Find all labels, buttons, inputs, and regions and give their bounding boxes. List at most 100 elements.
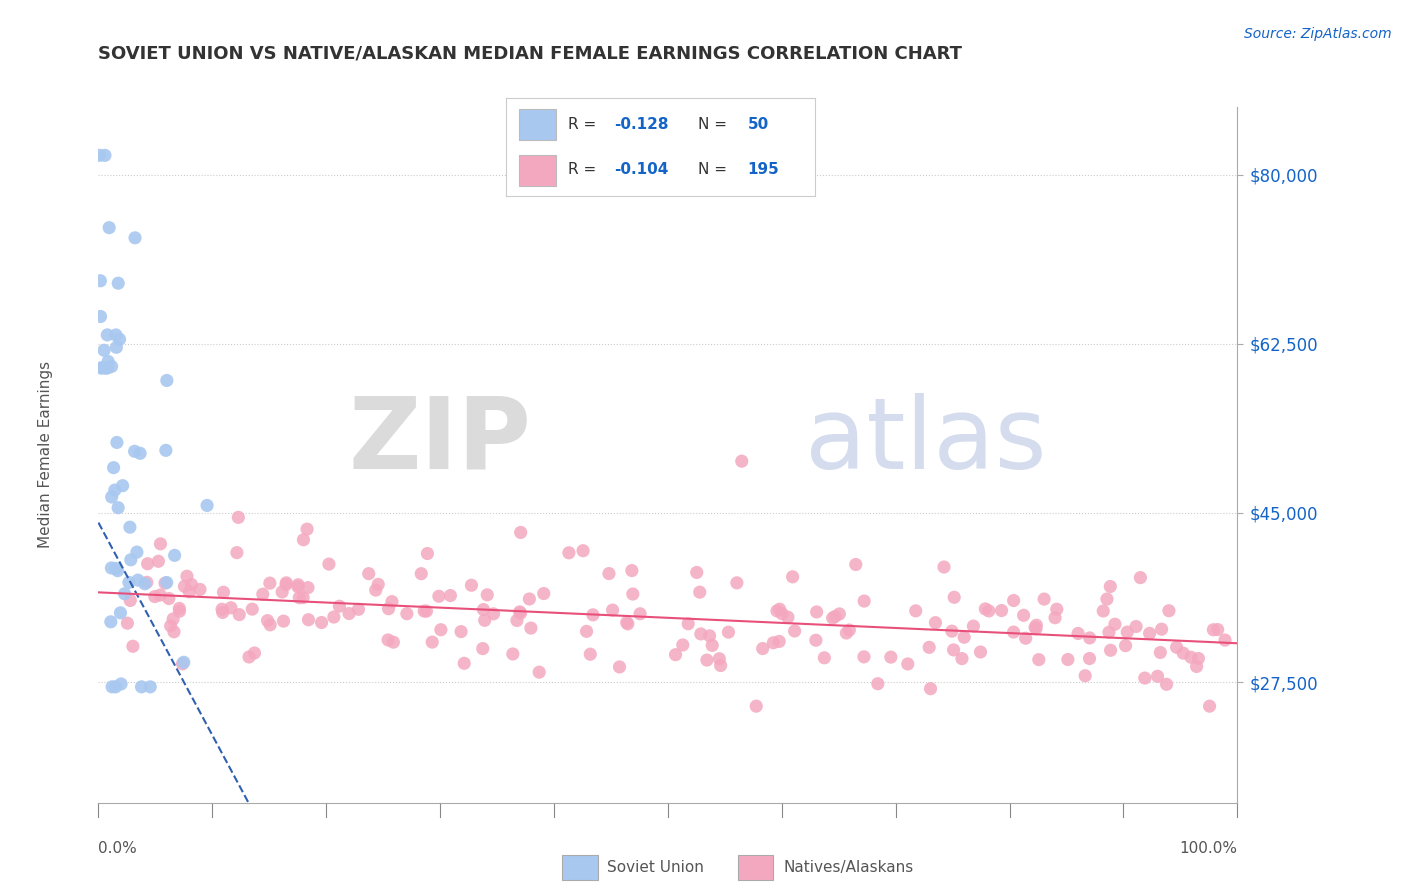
Point (110, 677, 132, 691)
Point (125, 545, 148, 559)
Point (101, 680, 124, 694)
Point (689, 585, 711, 599)
Text: N =: N = (697, 117, 731, 132)
Point (1104, 617, 1126, 632)
Point (122, 640, 145, 654)
Point (163, 624, 186, 639)
Point (598, 566, 620, 581)
Point (238, 650, 260, 665)
Point (219, 600, 242, 615)
Point (131, 680, 153, 694)
Point (225, 546, 247, 560)
Point (1012, 608, 1035, 623)
Point (347, 602, 370, 616)
Text: 195: 195 (748, 162, 779, 178)
Point (1025, 618, 1047, 632)
Point (904, 604, 927, 618)
Point (769, 602, 792, 616)
Point (427, 589, 450, 603)
Point (920, 681, 942, 696)
Point (717, 625, 740, 640)
Point (974, 602, 997, 616)
Point (1115, 639, 1137, 653)
Point (114, 587, 136, 601)
Point (620, 564, 643, 578)
Text: Median Female Earnings: Median Female Earnings (38, 361, 53, 549)
Point (188, 582, 211, 597)
Point (103, 460, 125, 475)
Point (621, 587, 644, 601)
Point (482, 607, 505, 621)
Point (256, 614, 278, 628)
Point (259, 617, 281, 632)
Point (509, 605, 531, 619)
Point (169, 604, 191, 618)
Point (1149, 645, 1171, 659)
Point (1002, 593, 1025, 607)
Point (94, 360, 117, 375)
Point (709, 652, 731, 666)
Point (696, 653, 718, 667)
Point (942, 643, 965, 657)
Point (762, 636, 785, 650)
Text: 50: 50 (748, 117, 769, 132)
Text: 100.0%: 100.0% (1180, 841, 1237, 856)
Point (395, 607, 418, 621)
Point (1198, 699, 1220, 714)
Point (273, 614, 295, 628)
Point (1173, 646, 1195, 660)
Point (337, 607, 360, 621)
Point (118, 520, 141, 534)
Point (357, 566, 380, 581)
Point (506, 614, 529, 628)
Point (918, 640, 941, 655)
Point (107, 500, 129, 515)
Point (1185, 659, 1208, 673)
Point (699, 629, 721, 643)
Point (1033, 592, 1056, 607)
Point (243, 646, 266, 660)
Point (852, 649, 875, 664)
Point (676, 616, 699, 631)
Point (157, 591, 180, 606)
Point (1057, 652, 1080, 666)
Point (1078, 631, 1101, 645)
Text: ZIP: ZIP (349, 392, 531, 490)
Point (328, 599, 350, 614)
Point (96, 327, 118, 342)
Point (472, 602, 495, 616)
Point (527, 665, 550, 680)
Point (628, 607, 651, 621)
Point (295, 522, 318, 536)
Point (90, 310, 112, 324)
Point (105, 435, 128, 450)
Point (582, 607, 605, 622)
Point (297, 613, 319, 627)
Point (94, 360, 117, 375)
Point (1125, 619, 1147, 633)
Point (120, 553, 142, 567)
Point (1139, 626, 1161, 640)
Point (460, 578, 482, 592)
Point (276, 575, 298, 590)
Point (90, 360, 112, 375)
Point (430, 623, 453, 637)
Point (1098, 625, 1121, 640)
Point (1028, 652, 1050, 666)
Point (135, 575, 157, 590)
Point (104, 680, 127, 694)
Point (672, 638, 695, 652)
Point (519, 591, 541, 606)
Point (292, 533, 315, 547)
Point (104, 561, 127, 575)
Point (766, 604, 789, 618)
Point (990, 603, 1012, 617)
Point (845, 558, 868, 572)
Point (783, 624, 806, 638)
Point (274, 577, 297, 591)
Point (1099, 643, 1122, 657)
Point (1166, 640, 1188, 655)
Point (91, 360, 114, 375)
Point (953, 630, 976, 644)
Point (474, 613, 496, 627)
